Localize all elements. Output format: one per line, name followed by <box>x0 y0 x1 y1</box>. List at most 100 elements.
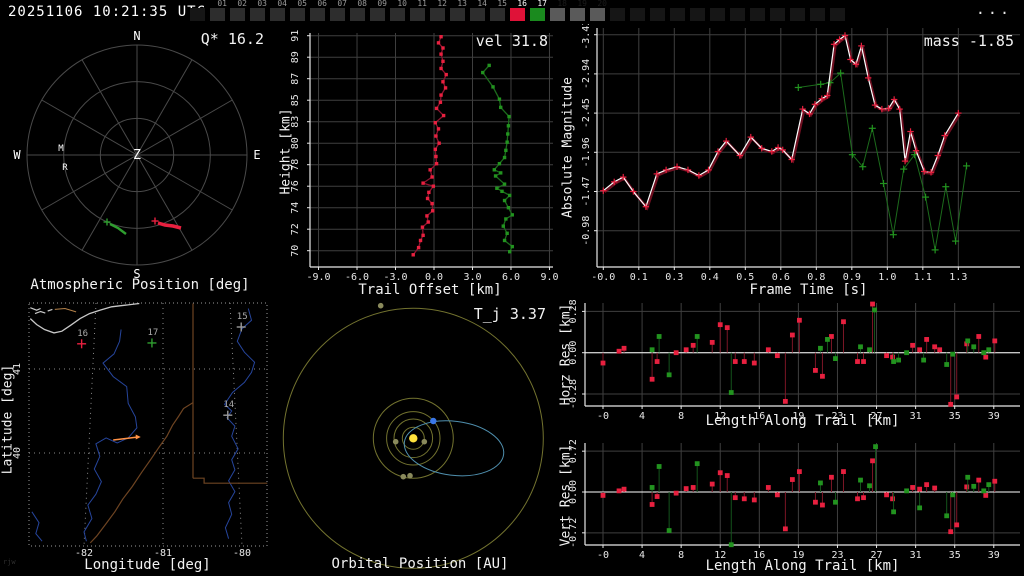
frame-box-01[interactable]: 01 <box>210 0 227 21</box>
svg-text:-3.0: -3.0 <box>383 272 407 283</box>
frame-box-17[interactable]: 17 <box>530 0 547 21</box>
svg-text:-9.0: -9.0 <box>306 272 330 283</box>
frame-box-13[interactable]: 13 <box>450 0 467 21</box>
horz-res-panel: -0 4 8 12 16 19 23 27 31 35 39 0.28 0.00 -0.28 Length… <box>559 300 1024 430</box>
frame-box-19[interactable]: 19 <box>570 0 587 21</box>
frame-box-label: 05 <box>297 0 307 8</box>
vert-res-ylabel: Vert Res [km] <box>558 444 574 547</box>
svg-text:39: 39 <box>988 411 1000 422</box>
frame-box-label: 13 <box>457 0 467 8</box>
frame-box-blank-30[interactable] <box>790 8 805 21</box>
lightcurve-red-series <box>600 32 962 210</box>
frame-box-label: 06 <box>317 0 327 8</box>
frame-selector-row: 01 02 03 04 05 06 07 08 09 10 11 12 13 14 15 16 17 18 19 20 <box>190 0 845 21</box>
svg-text:-82: -82 <box>75 548 93 559</box>
svg-text:-0.0: -0.0 <box>591 272 615 283</box>
lightcurve-axes: -0.0 0.1 0.3 0.4 0.5 0.6 0.8 0.9 1.0 1.1 1.3 -3.43 -… <box>581 24 1020 283</box>
frame-box-blank-27[interactable] <box>730 8 745 21</box>
vert-res-panel: -0 4 8 12 16 19 23 27 31 35 39 0.72 0.00 -0.72 Length… <box>558 430 1024 576</box>
orbit-plot-title: Orbital Position [AU] <box>331 556 509 572</box>
svg-text:0.00: 0.00 <box>568 341 579 365</box>
svg-text:0.6: 0.6 <box>772 272 790 283</box>
sun-marker <box>409 434 418 443</box>
frame-box-10[interactable]: 10 <box>390 0 407 21</box>
svg-text:0.1: 0.1 <box>630 272 648 283</box>
frame-box-blank-31[interactable] <box>810 8 825 21</box>
svg-text:4: 4 <box>639 550 645 561</box>
svg-text:80: 80 <box>290 137 301 149</box>
svg-text:19: 19 <box>792 411 804 422</box>
compass-labels: N S E W Z MR <box>13 29 260 281</box>
frame-box-04[interactable]: 04 <box>270 0 287 21</box>
earth-marker <box>430 417 437 425</box>
atmospheric-position-plot: N S E W Z MR <box>13 29 260 281</box>
svg-text:-0.72: -0.72 <box>568 518 579 548</box>
frame-box-05[interactable]: 05 <box>290 0 307 21</box>
frame-box-15[interactable]: 15 <box>490 0 507 21</box>
trail-xlabel: Trail Offset [km] <box>358 282 502 298</box>
horz-res-green-points <box>649 307 992 395</box>
frame-box-label: 15 <box>497 0 507 8</box>
frame-box-08[interactable]: 08 <box>350 0 367 21</box>
frame-box-11[interactable]: 11 <box>410 0 427 21</box>
svg-text:15: 15 <box>237 312 248 322</box>
frame-box-label: 20 <box>597 0 607 8</box>
svg-text:72: 72 <box>290 223 301 235</box>
trail-axes: -9.0 -6.0 -3.0 0.0 3.0 6.0 9.0 70 72 74 76 78 80 83 85… <box>290 30 559 283</box>
frame-box-blank-25[interactable] <box>690 8 705 21</box>
horz-res-plot: -0 4 8 12 16 19 23 27 31 35 39 0.28 0.00 -0.28 <box>568 300 1020 422</box>
frame-box-02[interactable]: 02 <box>230 0 247 21</box>
svg-text:89: 89 <box>290 51 301 63</box>
svg-text:16: 16 <box>77 329 88 339</box>
svg-text:-81: -81 <box>154 548 172 559</box>
frame-box-label: 18 <box>557 0 567 8</box>
map-ylabel: Latitude [deg] <box>0 364 16 475</box>
frame-box-blank-26[interactable] <box>710 8 725 21</box>
trail-offset-plot: -9.0 -6.0 -3.0 0.0 3.0 6.0 9.0 70 72 74 76 78 80 83 85… <box>290 30 559 283</box>
frame-box-blank-29[interactable] <box>770 8 785 21</box>
orbital-position-plot <box>282 302 544 569</box>
frame-box-20[interactable]: 20 <box>590 0 607 21</box>
frame-box-03[interactable]: 03 <box>250 0 267 21</box>
svg-text:74: 74 <box>290 202 301 214</box>
planet-orbits <box>282 307 544 569</box>
frame-box-label: 02 <box>237 0 247 8</box>
frame-box-blank-28[interactable] <box>750 8 765 21</box>
frame-box-blank-32[interactable] <box>830 8 845 21</box>
frame-box-label: 04 <box>277 0 287 8</box>
frame-box-18[interactable]: 18 <box>550 0 567 21</box>
map-graticule: 41 40 -82 -81 -80 <box>12 302 267 559</box>
svg-text:0.5: 0.5 <box>736 272 754 283</box>
overflow-menu-icon[interactable]: ... <box>975 0 1012 18</box>
frame-box-12[interactable]: 12 <box>430 0 447 21</box>
meteor-ground-track <box>113 434 141 441</box>
frame-box-06[interactable]: 06 <box>310 0 327 21</box>
frame-box-14[interactable]: 14 <box>470 0 487 21</box>
frame-box-blank-23[interactable] <box>650 8 665 21</box>
svg-text:78: 78 <box>290 159 301 171</box>
trail-series-green <box>481 63 514 254</box>
orbit-panel: T_j 3.37 Orbital Position [AU] <box>280 300 560 576</box>
svg-text:19: 19 <box>792 550 804 561</box>
frame-box-blank-22[interactable] <box>630 8 645 21</box>
frame-box-07[interactable]: 07 <box>330 0 347 21</box>
frame-box-blank-21[interactable] <box>610 8 625 21</box>
map-rivers <box>31 308 256 542</box>
svg-text:E: E <box>253 148 260 162</box>
svg-text:12: 12 <box>714 550 726 561</box>
svg-text:-0: -0 <box>597 411 609 422</box>
frame-box-blank-0[interactable] <box>190 8 205 21</box>
frame-box-label: 03 <box>257 0 267 8</box>
frame-box-16[interactable]: 16 <box>510 0 527 21</box>
svg-text:70: 70 <box>290 245 301 257</box>
trail-ylabel: Height [km] <box>278 108 294 195</box>
svg-text:-2.45: -2.45 <box>581 98 592 128</box>
vert-res-plot: -0 4 8 12 16 19 23 27 31 35 39 0.72 0.00 -0.72 <box>568 439 1020 561</box>
mass-annotation: mass -1.85 <box>923 32 1014 50</box>
frame-box-blank-24[interactable] <box>670 8 685 21</box>
vert-res-green-points <box>649 444 992 548</box>
frame-box-09[interactable]: 09 <box>370 0 387 21</box>
map-xlabel: Longitude [deg] <box>84 557 211 573</box>
svg-text:0.00: 0.00 <box>568 480 579 504</box>
